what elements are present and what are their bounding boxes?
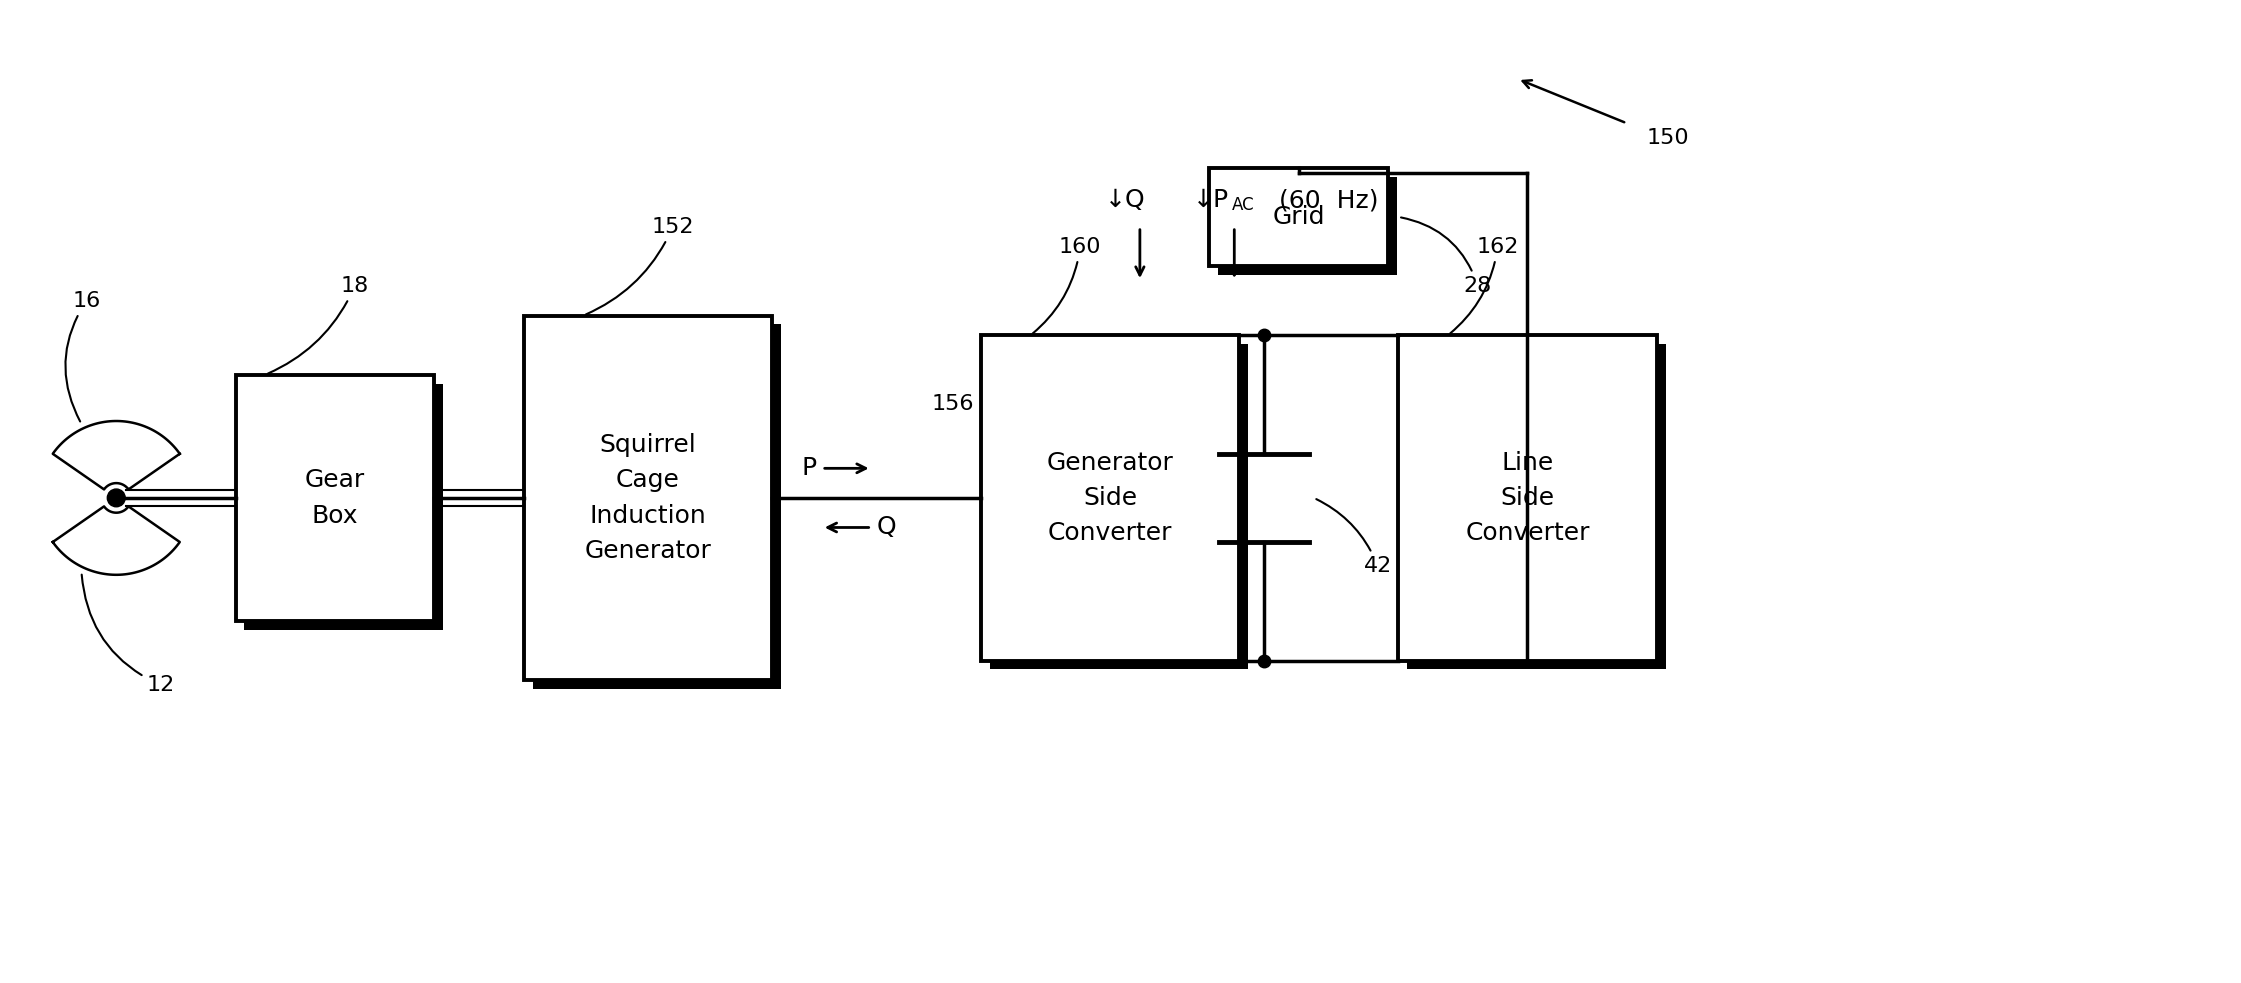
- Text: 152: 152: [585, 217, 695, 315]
- Text: 42: 42: [1315, 499, 1392, 576]
- Bar: [1210, 168, 1389, 266]
- Text: Grid: Grid: [1273, 204, 1324, 229]
- Text: Gear
Box: Gear Box: [305, 468, 365, 528]
- Bar: [524, 316, 773, 680]
- Bar: [1219, 177, 1398, 275]
- Text: P: P: [802, 456, 818, 481]
- Text: 156: 156: [932, 394, 973, 414]
- Text: Squirrel
Cage
Induction
Generator: Squirrel Cage Induction Generator: [585, 433, 710, 563]
- Text: 16: 16: [65, 291, 101, 422]
- Text: Line
Side
Converter: Line Side Converter: [1466, 450, 1589, 546]
- Bar: [235, 375, 435, 621]
- Bar: [1407, 344, 1665, 669]
- Bar: [1398, 335, 1656, 661]
- Bar: [533, 324, 782, 689]
- Text: (60  Hz): (60 Hz): [1280, 188, 1378, 212]
- Text: 150: 150: [1647, 128, 1690, 148]
- Bar: [991, 344, 1248, 669]
- Text: ↓Q: ↓Q: [1105, 188, 1145, 212]
- Text: AC: AC: [1233, 196, 1255, 214]
- Text: 162: 162: [1450, 237, 1519, 333]
- Bar: [244, 383, 444, 630]
- Text: 12: 12: [81, 575, 175, 695]
- Bar: [982, 335, 1239, 661]
- Text: Q: Q: [876, 515, 896, 540]
- Text: 160: 160: [1033, 237, 1103, 333]
- Text: Generator
Side
Converter: Generator Side Converter: [1047, 450, 1174, 546]
- Text: 28: 28: [1401, 217, 1493, 296]
- Circle shape: [108, 489, 125, 507]
- Text: 18: 18: [269, 276, 370, 374]
- Text: ↓P: ↓P: [1192, 188, 1230, 212]
